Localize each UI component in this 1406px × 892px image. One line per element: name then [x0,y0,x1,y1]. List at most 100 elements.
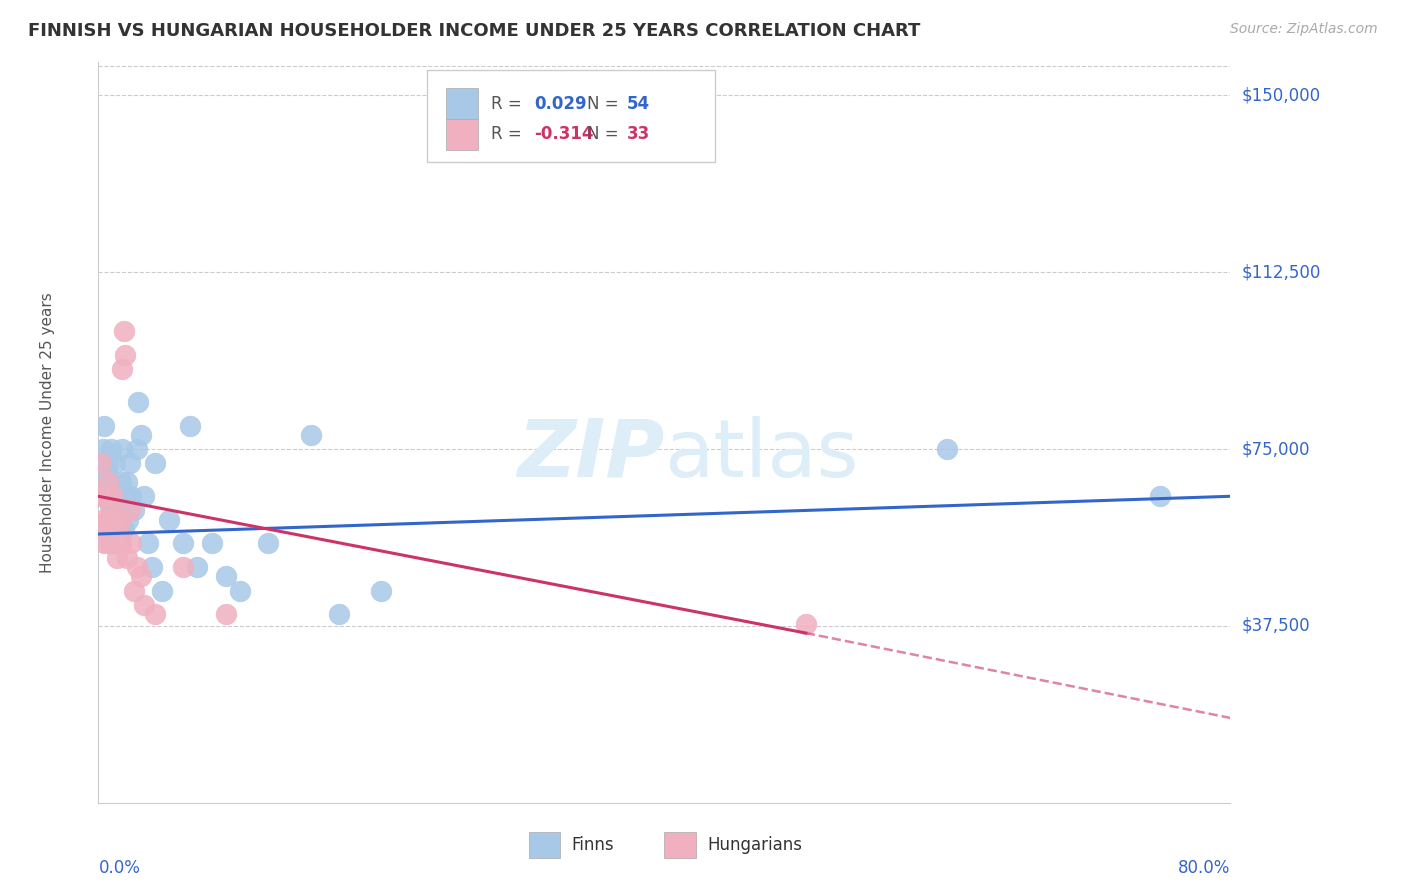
FancyBboxPatch shape [446,88,478,120]
Text: N =: N = [588,95,624,113]
Point [179,418,201,433]
Text: 0.0%: 0.0% [98,859,141,878]
Point [122,583,145,598]
Point [143,607,166,622]
Point [105,489,128,503]
Point [90,456,112,470]
Point [101,503,124,517]
Text: R =: R = [491,125,527,144]
Point [108,513,131,527]
Text: R =: R = [491,95,527,113]
Point [97,456,120,470]
Point [110,536,132,550]
Text: $112,500: $112,500 [1241,263,1320,281]
Point [97,513,120,527]
Point [229,583,252,598]
Point [100,442,122,457]
Point [89,480,111,494]
Point [100,503,122,517]
Text: $37,500: $37,500 [1241,617,1310,635]
Point [93,536,115,550]
Text: -0.314: -0.314 [534,125,593,144]
Point [370,583,392,598]
Point [150,583,173,598]
Text: 54: 54 [627,95,650,113]
FancyBboxPatch shape [665,832,696,858]
Point [141,560,163,574]
Text: 0.029: 0.029 [534,95,586,113]
Point [94,522,117,536]
Point [186,560,208,574]
Point [104,536,127,550]
Point [90,456,112,470]
Text: $150,000: $150,000 [1241,87,1320,104]
Point [936,442,959,457]
Text: Source: ZipAtlas.com: Source: ZipAtlas.com [1230,22,1378,37]
Point [94,489,117,503]
Point [794,616,817,631]
Point [215,607,238,622]
Point [110,475,132,490]
Point [112,324,135,338]
Point [107,503,129,517]
Point [157,513,180,527]
Text: N =: N = [588,125,624,144]
Point [89,489,111,503]
Point [98,499,121,513]
Point [117,513,139,527]
Point [98,475,121,490]
Point [105,550,128,565]
Point [172,536,194,550]
Text: 80.0%: 80.0% [1178,859,1230,878]
Point [132,489,155,503]
Point [114,348,136,362]
Point [91,489,114,503]
Point [132,598,155,612]
Text: Hungarians: Hungarians [707,837,803,855]
Text: Finns: Finns [571,837,614,855]
Point [125,560,148,574]
Point [101,489,124,503]
Point [299,428,322,442]
Point [328,607,350,622]
Text: ZIP: ZIP [517,416,665,494]
Point [104,536,127,550]
Point [115,475,138,490]
Point [97,513,120,527]
Point [172,560,194,574]
Point [118,456,141,470]
Point [129,569,152,583]
Point [103,513,125,527]
Point [104,456,127,470]
Text: Householder Income Under 25 years: Householder Income Under 25 years [39,293,55,573]
Point [97,475,120,490]
Text: FINNISH VS HUNGARIAN HOUSEHOLDER INCOME UNDER 25 YEARS CORRELATION CHART: FINNISH VS HUNGARIAN HOUSEHOLDER INCOME … [28,22,921,40]
Point [120,489,142,503]
Point [103,513,125,527]
Point [100,536,122,550]
Point [127,395,149,409]
Point [96,489,118,503]
Point [143,456,166,470]
Point [107,522,129,536]
Point [112,522,135,536]
Point [108,513,131,527]
Point [201,536,224,550]
Point [101,536,124,550]
Point [101,489,124,503]
FancyBboxPatch shape [426,70,716,162]
Point [1149,489,1171,503]
Text: atlas: atlas [665,416,859,494]
Point [125,442,148,457]
Text: $75,000: $75,000 [1241,440,1310,458]
Point [115,550,138,565]
Point [122,503,145,517]
Point [120,536,142,550]
Point [118,503,141,517]
Point [98,522,121,536]
Point [96,466,118,480]
FancyBboxPatch shape [446,119,478,150]
Point [94,475,117,490]
Point [215,569,238,583]
Point [94,522,117,536]
